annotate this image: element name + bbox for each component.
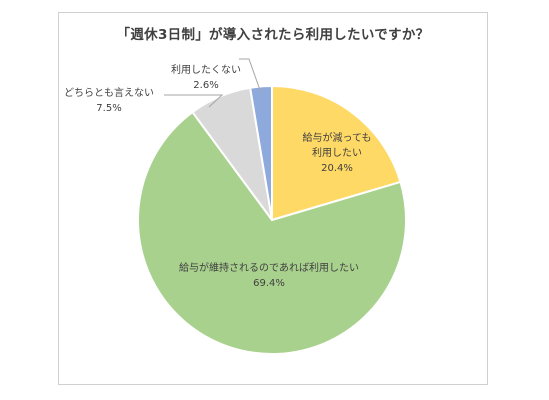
slice-value-label-3: 2.6%	[193, 80, 218, 91]
chart-frame: 「週休3日制」が導入されたら利用したいですか？ 給与が減っても 利用したい 20.4…	[58, 12, 488, 385]
pie-slice-1	[137, 110, 407, 356]
slice-value-label-0: 20.4%	[321, 163, 353, 174]
slice-category-label-2: どちらとも言えない	[64, 86, 154, 99]
slice-value-label-2: 7.5%	[96, 103, 121, 114]
slice-category-label-0: 利用したい	[312, 147, 362, 159]
chart-title: 「週休3日制」が導入されたら利用したいですか？	[116, 27, 430, 43]
pie-slice-3	[249, 84, 273, 221]
leader-line-2	[164, 94, 224, 108]
slice-category-label-0: 給与が減っても	[303, 131, 372, 144]
slice-category-label-3: 利用したくない	[171, 64, 241, 76]
slice-category-label-1: 給与が維持されるのであれば利用したい	[179, 261, 359, 274]
leader-line-3	[239, 58, 262, 94]
pie-slice-0	[271, 84, 402, 222]
slice-value-label-1: 69.4%	[253, 278, 285, 289]
